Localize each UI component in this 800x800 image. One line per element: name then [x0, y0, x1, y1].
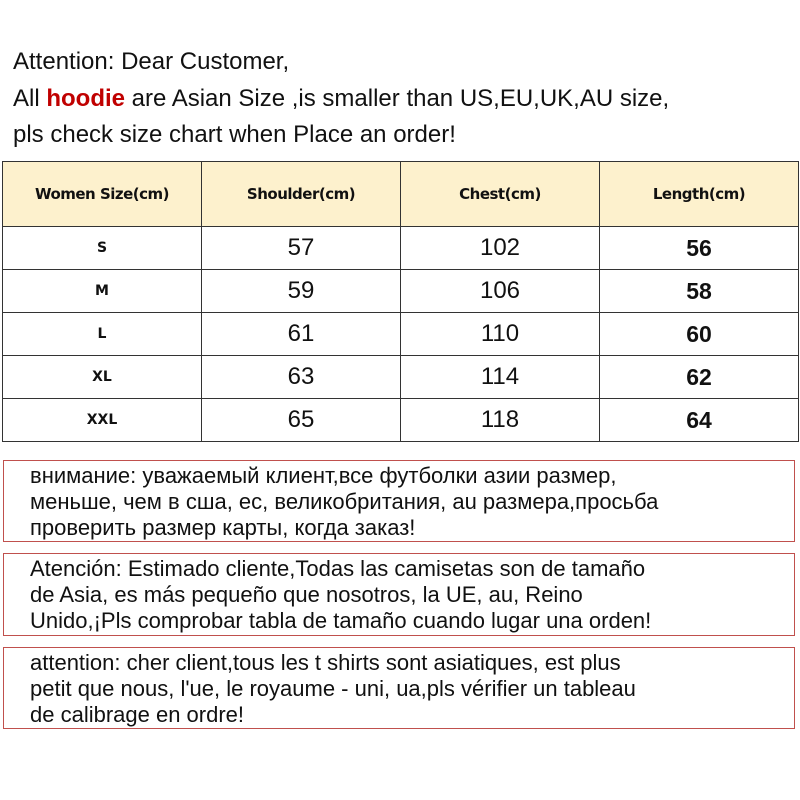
- cell-length: 62: [599, 355, 799, 399]
- notice-spanish: Atención: Estimado cliente,Todas las cam…: [3, 553, 795, 636]
- cell-chest: 110: [400, 312, 600, 356]
- notice-line: Atención: Estimado cliente,Todas las cam…: [30, 556, 646, 581]
- header-size: Women Size(cm): [2, 161, 202, 227]
- cell-shoulder: 65: [201, 398, 401, 442]
- notice-line: petit que nous, l'ue, le royaume - uni, …: [30, 676, 636, 701]
- notice-line: внимание: уважаемый клиент,все футболки …: [30, 463, 617, 488]
- table-row: M 59 106 58: [2, 269, 799, 313]
- header-shoulder: Shoulder(cm): [201, 161, 401, 227]
- intro-line-2: All hoodie are Asian Size ,is smaller th…: [13, 81, 669, 118]
- intro-line-2-suffix: are Asian Size ,is smaller than US,EU,UK…: [125, 84, 670, 112]
- cell-shoulder: 59: [201, 269, 401, 313]
- table-header-row: Women Size(cm) Shoulder(cm) Chest(cm) Le…: [2, 161, 799, 227]
- cell-length: 64: [599, 398, 799, 442]
- cell-chest: 118: [400, 398, 600, 442]
- intro-line-3: pls check size chart when Place an order…: [13, 121, 456, 148]
- product-highlight: hoodie: [46, 84, 125, 112]
- cell-shoulder: 63: [201, 355, 401, 399]
- table-row: S 57 102 56: [2, 226, 799, 270]
- size-chart-table: Women Size(cm) Shoulder(cm) Chest(cm) Le…: [2, 161, 799, 442]
- table-row: L 61 110 60: [2, 312, 799, 356]
- notice-line: проверить размер карты, когда заказ!: [30, 515, 416, 540]
- cell-length: 60: [599, 312, 799, 356]
- cell-chest: 106: [400, 269, 600, 313]
- cell-size: M: [2, 269, 202, 313]
- notice-line: Unido,¡Pls comprobar tabla de tamaño cua…: [30, 608, 652, 633]
- table-row: XL 63 114 62: [2, 355, 799, 399]
- intro-notice: Attention: Dear Customer, All hoodie are…: [13, 44, 669, 154]
- cell-shoulder: 61: [201, 312, 401, 356]
- table-row: XXL 65 118 64: [2, 398, 799, 442]
- intro-line-1: Attention: Dear Customer,: [13, 48, 290, 75]
- notice-line: меньше, чем в сша, ес, великобритания, a…: [30, 489, 659, 514]
- cell-chest: 114: [400, 355, 600, 399]
- intro-line-2-prefix: All: [13, 84, 47, 112]
- cell-shoulder: 57: [201, 226, 401, 270]
- cell-size: S: [2, 226, 202, 270]
- cell-length: 56: [599, 226, 799, 270]
- notice-line: attention: cher client,tous les t shirts…: [30, 650, 621, 675]
- notice-french: attention: cher client,tous les t shirts…: [3, 647, 795, 729]
- notice-line: de Asia, es más pequeño que nosotros, la…: [30, 582, 583, 607]
- cell-length: 58: [599, 269, 799, 313]
- notice-russian: внимание: уважаемый клиент,все футболки …: [3, 460, 795, 542]
- header-chest: Chest(cm): [400, 161, 600, 227]
- header-length: Length(cm): [599, 161, 799, 227]
- cell-size: XXL: [2, 398, 202, 442]
- cell-chest: 102: [400, 226, 600, 270]
- cell-size: XL: [2, 355, 202, 399]
- notice-line: de calibrage en ordre!: [30, 702, 245, 727]
- cell-size: L: [2, 312, 202, 356]
